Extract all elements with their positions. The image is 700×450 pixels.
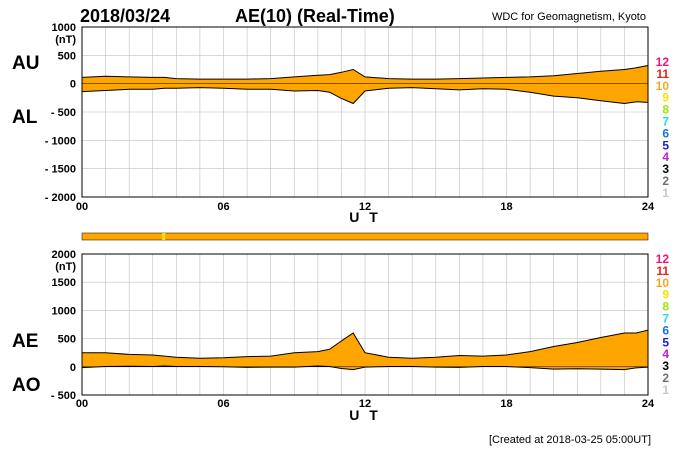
legend-station-count: 11 (656, 264, 669, 278)
y-tick-label: 1000 (52, 305, 76, 317)
station-strip (81, 232, 649, 241)
legend-station-count: 1 (662, 383, 669, 397)
y-tick-label: 0 (70, 362, 76, 374)
legend-station-count: 4 (662, 347, 669, 361)
y-tick-label: 0 (70, 79, 76, 91)
y-tick-label: - 500 (51, 107, 76, 119)
y-tick-label: 500 (58, 334, 76, 346)
station-strip-bar (81, 232, 649, 241)
ae-ao-panel: 2000 1500 1000 500 0 - 500 (nT) 00 06 12 18 24 U T AE… (12, 249, 655, 423)
legend-station-count: 2 (662, 371, 669, 385)
legend-station-count: 8 (662, 103, 669, 117)
legend-station-count: 3 (662, 162, 669, 176)
y-unit-label: (nT) (55, 34, 76, 46)
series-line-au (81, 65, 649, 80)
series-line-ae (82, 329, 649, 359)
legend-station-count: 10 (656, 276, 670, 290)
y-tick-label: 1500 (52, 277, 76, 289)
y-tick-label: 500 (58, 50, 76, 62)
station-strip-highlight (162, 233, 166, 240)
legend-station-count: 6 (662, 126, 669, 140)
x-tick-label: 00 (76, 201, 88, 213)
x-axis-label: U T (349, 209, 381, 225)
y-tick-label: - 1500 (45, 164, 76, 176)
x-tick-label: 06 (217, 398, 229, 410)
x-tick-label: 24 (642, 201, 655, 213)
plot-frame (81, 26, 649, 198)
y-unit-label: (nT) (55, 261, 76, 273)
legend-station-count: 10 (656, 79, 670, 93)
legend-station-count: 3 (662, 359, 669, 373)
series-line-ao (81, 365, 649, 371)
chart-title: AE(10) (Real-Time) (235, 6, 395, 26)
y-tick-label: - 2000 (45, 192, 76, 204)
x-tick-label: 12 (359, 398, 371, 410)
legend-station-count: 9 (662, 91, 669, 105)
data-area-fill (82, 65, 648, 104)
plot-frame (81, 253, 649, 396)
source-label: WDC for Geomagnetism, Kyoto (492, 11, 646, 23)
series-label-upper: AE (12, 331, 38, 352)
x-tick-label: 00 (76, 398, 88, 410)
legend-station-count: 1 (662, 186, 669, 200)
series-line-al (81, 87, 649, 105)
legend-station-count: 5 (662, 138, 669, 152)
series-label-upper: AU (12, 53, 39, 74)
legend-station-count: 5 (662, 335, 669, 349)
legend-station-count: 12 (656, 55, 670, 69)
data-area-fill (82, 330, 648, 370)
au-al-panel: 1000 500 0 - 500 - 1000 - 1500 - 2000 (nT) 00 06 1… (12, 22, 655, 225)
y-tick-label: - 1000 (45, 135, 76, 147)
series-label-lower: AL (12, 107, 38, 128)
legend-station-count: 4 (662, 150, 669, 164)
x-tick-label: 06 (217, 201, 229, 213)
legend-station-count: 11 (656, 67, 669, 81)
legend-station-count: 9 (662, 288, 669, 302)
x-tick-label: 24 (642, 398, 655, 410)
legend-station-count: 12 (656, 252, 670, 266)
series-label-lower: AO (12, 375, 41, 396)
x-tick-label: 18 (500, 398, 512, 410)
legend-station-count: 7 (662, 115, 669, 129)
legend-station-count: 6 (662, 323, 669, 337)
legend-station-count: 8 (662, 300, 669, 314)
y-tick-label: 2000 (52, 249, 76, 261)
created-timestamp: [Created at 2018-03-25 05:00UT] (489, 434, 651, 446)
x-axis-label: U T (349, 407, 381, 423)
y-tick-label: 1000 (52, 22, 76, 34)
x-tick-label: 12 (359, 201, 371, 213)
legend-station-count: 2 (662, 174, 669, 188)
legend-station-count: 7 (662, 312, 669, 326)
date-label: 2018/03/24 (80, 6, 170, 26)
y-tick-label: - 500 (51, 390, 76, 402)
x-tick-label: 18 (500, 201, 512, 213)
